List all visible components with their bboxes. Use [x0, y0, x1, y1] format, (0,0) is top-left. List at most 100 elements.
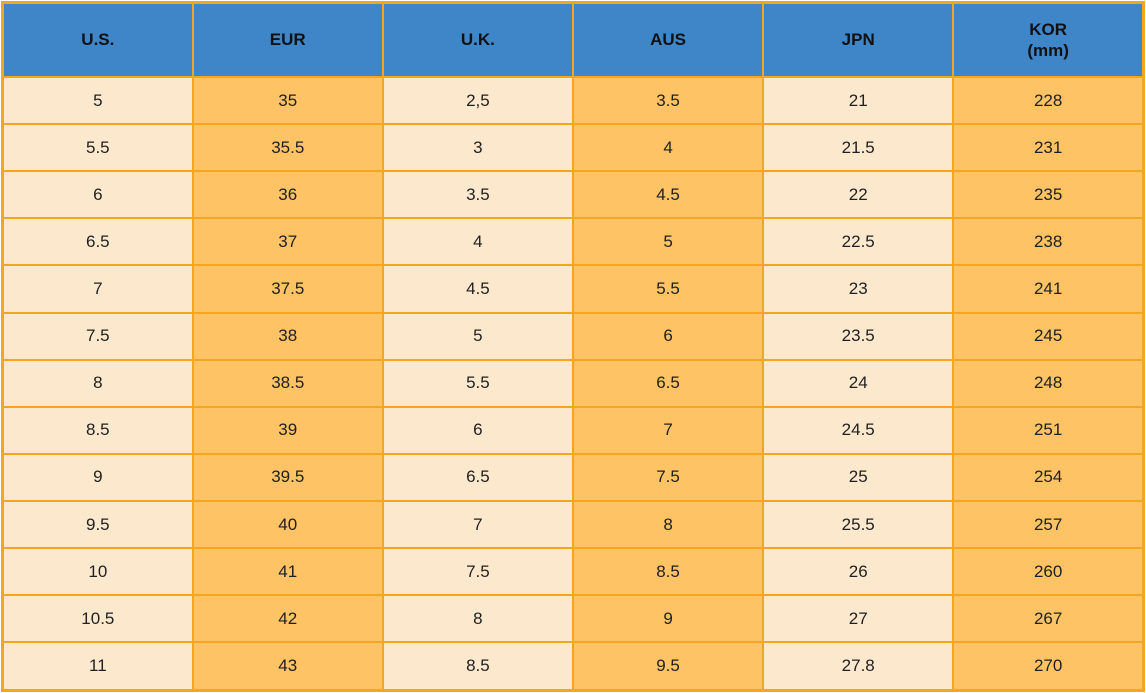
table-row: 5.5 35.5 3 4 21.5 231 [1, 123, 1145, 173]
column-header-kor: KOR (mm) [952, 1, 1145, 78]
table-cell: 8 [381, 594, 574, 644]
table-cell: 9 [1, 452, 194, 502]
column-header-uk: U.K. [381, 1, 574, 78]
table-cell: 5.5 [571, 264, 765, 314]
table-cell: 257 [952, 499, 1145, 550]
table-cell: 23 [762, 264, 955, 314]
table-cell: 38 [191, 311, 384, 361]
table-cell: 6 [1, 170, 194, 220]
table-cell: 24 [762, 358, 955, 408]
table-cell: 37 [191, 217, 384, 267]
table-cell: 254 [952, 452, 1145, 502]
table-cell: 5.5 [381, 358, 574, 408]
table-cell: 35.5 [191, 123, 384, 173]
table-cell: 7 [381, 499, 574, 550]
table-cell: 23.5 [762, 311, 955, 361]
table-cell: 7.5 [381, 547, 574, 597]
column-header-label: U.S. [81, 30, 115, 50]
table-row: 9.5 40 7 8 25.5 257 [1, 499, 1145, 550]
table-cell: 2,5 [381, 75, 574, 126]
table-cell: 231 [952, 123, 1145, 173]
table-cell: 270 [952, 641, 1145, 692]
table-cell: 267 [952, 594, 1145, 644]
table-cell: 8 [571, 499, 765, 550]
table-cell: 10 [1, 547, 194, 597]
table-cell: 4.5 [571, 170, 765, 220]
table-cell: 248 [952, 358, 1145, 408]
table-cell: 42 [191, 594, 384, 644]
table-cell: 5.5 [1, 123, 194, 173]
table-cell: 6 [571, 311, 765, 361]
table-cell: 5 [381, 311, 574, 361]
table-cell: 9.5 [1, 499, 194, 550]
table-cell: 4 [381, 217, 574, 267]
table-cell: 40 [191, 499, 384, 550]
table-cell: 6 [381, 405, 574, 455]
table-cell: 235 [952, 170, 1145, 220]
table-cell: 241 [952, 264, 1145, 314]
table-cell: 26 [762, 547, 955, 597]
table-cell: 11 [1, 641, 194, 692]
column-header-label: KOR [1029, 19, 1068, 39]
table-row: 10 41 7.5 8.5 26 260 [1, 547, 1145, 597]
column-header-label: EUR [269, 30, 306, 50]
table-cell: 251 [952, 405, 1145, 455]
table-cell: 25 [762, 452, 955, 502]
table-cell: 6.5 [381, 452, 574, 502]
table-row: 6.5 37 4 5 22.5 238 [1, 217, 1145, 267]
table-row: 8.5 39 6 7 24.5 251 [1, 405, 1145, 455]
table-cell: 4 [571, 123, 765, 173]
table-cell: 5 [571, 217, 765, 267]
table-cell: 245 [952, 311, 1145, 361]
table-cell: 37.5 [191, 264, 384, 314]
table-cell: 36 [191, 170, 384, 220]
table-cell: 3.5 [381, 170, 574, 220]
table-cell: 27.8 [762, 641, 955, 692]
table-cell: 39 [191, 405, 384, 455]
table-cell: 260 [952, 547, 1145, 597]
table-row: 7 37.5 4.5 5.5 23 241 [1, 264, 1145, 314]
column-header-us: U.S. [1, 1, 194, 78]
table-cell: 5 [1, 75, 194, 126]
table-cell: 22.5 [762, 217, 955, 267]
header-row: U.S. EUR U.K. AUS JPN KOR (mm) [1, 1, 1145, 78]
table-cell: 8.5 [381, 641, 574, 692]
table-cell: 39.5 [191, 452, 384, 502]
table-cell: 238 [952, 217, 1145, 267]
table-cell: 8.5 [571, 547, 765, 597]
table-cell: 6.5 [1, 217, 194, 267]
table-cell: 22 [762, 170, 955, 220]
table-cell: 8 [1, 358, 194, 408]
table-cell: 6.5 [571, 358, 765, 408]
table-row: 7.5 38 5 6 23.5 245 [1, 311, 1145, 361]
table-cell: 21.5 [762, 123, 955, 173]
table-cell: 21 [762, 75, 955, 126]
table-cell: 24.5 [762, 405, 955, 455]
table-cell: 3 [381, 123, 574, 173]
table-row: 10.5 42 8 9 27 267 [1, 594, 1145, 644]
column-header-label: JPN [841, 30, 875, 50]
table-cell: 9 [571, 594, 765, 644]
column-header-jpn: JPN [762, 1, 955, 78]
table-cell: 3.5 [571, 75, 765, 126]
table-cell: 7 [1, 264, 194, 314]
table-row: 11 43 8.5 9.5 27.8 270 [1, 641, 1145, 692]
table-cell: 4.5 [381, 264, 574, 314]
column-header-sublabel: (mm) [1027, 41, 1069, 60]
table-cell: 38.5 [191, 358, 384, 408]
column-header-label: AUS [650, 30, 686, 50]
table-cell: 8.5 [1, 405, 194, 455]
table-cell: 25.5 [762, 499, 955, 550]
table-cell: 27 [762, 594, 955, 644]
column-header-aus: AUS [571, 1, 765, 78]
table-cell: 35 [191, 75, 384, 126]
table-cell: 41 [191, 547, 384, 597]
table-cell: 9.5 [571, 641, 765, 692]
table-row: 5 35 2,5 3.5 21 228 [1, 75, 1145, 126]
table-header: U.S. EUR U.K. AUS JPN KOR (mm) [1, 1, 1145, 78]
table-cell: 7.5 [571, 452, 765, 502]
table-cell: 7.5 [1, 311, 194, 361]
table-cell: 228 [952, 75, 1145, 126]
